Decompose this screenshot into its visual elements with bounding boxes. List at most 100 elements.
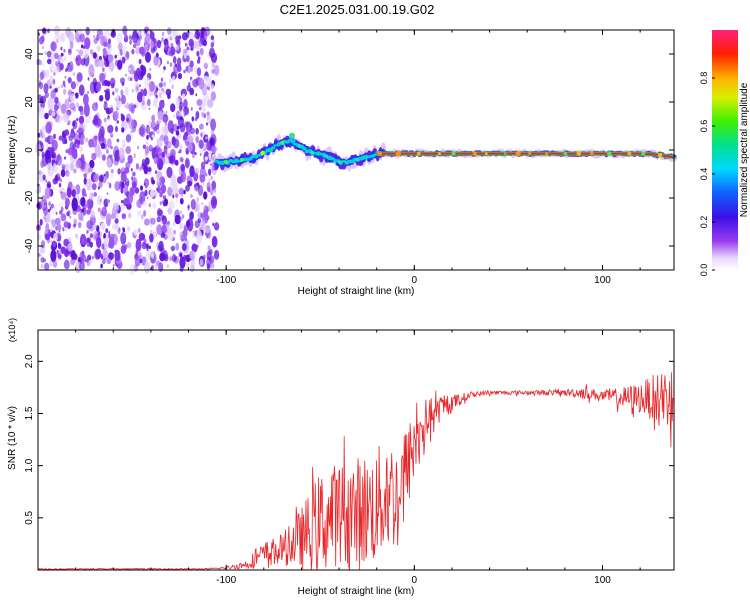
noise-blob — [181, 158, 184, 162]
colorbar: 0.0 0.2 0.4 0.6 0.8 Normalized spectral ampl… — [699, 30, 750, 276]
noise-blob — [44, 202, 46, 205]
snr-panel: -100 0 100 0.5 1.0 1.5 2.0 Height of straight … — [7, 318, 675, 597]
noise-blob — [177, 65, 182, 72]
noise-blob — [104, 123, 109, 129]
noise-blob — [108, 38, 111, 44]
noise-blob — [144, 189, 148, 197]
noise-blob — [60, 206, 64, 212]
noise-blob — [40, 263, 44, 269]
noise-blob — [170, 245, 176, 252]
noise-blob — [86, 229, 89, 233]
noise-blob — [110, 213, 116, 220]
noise-blob — [212, 153, 215, 158]
noise-blob — [87, 167, 93, 173]
noise-blob — [49, 260, 54, 267]
noise-blob — [110, 33, 113, 36]
noise-blob — [83, 138, 86, 143]
noise-blob — [203, 62, 209, 69]
noise-blob — [102, 249, 109, 258]
noise-blob — [154, 263, 159, 269]
noise-blob — [199, 258, 204, 267]
noise-blob — [190, 199, 197, 210]
noise-blob — [163, 147, 168, 154]
ridge-peak-dot — [607, 151, 612, 156]
noise-blob — [175, 130, 180, 136]
noise-blob — [104, 100, 107, 105]
noise-blob — [127, 154, 133, 164]
noise-blob — [156, 137, 163, 149]
noise-blob — [133, 153, 136, 159]
colorbar-tick-label: 0.8 — [699, 72, 709, 85]
noise-blob — [93, 223, 97, 231]
noise-blob — [114, 218, 119, 224]
noise-blob — [150, 217, 156, 225]
noise-blob — [76, 80, 79, 87]
noise-blob — [186, 258, 190, 263]
noise-blob — [168, 141, 171, 148]
noise-blob — [78, 105, 84, 112]
noise-blob — [212, 180, 215, 183]
noise-blob — [141, 65, 147, 76]
colorbar-tick-label: 0.6 — [699, 120, 709, 133]
noise-blob — [174, 159, 179, 166]
noise-blob — [148, 80, 155, 92]
noise-blob — [44, 233, 51, 241]
noise-blob — [153, 55, 159, 66]
noise-blob — [188, 31, 194, 41]
noise-blob — [81, 44, 84, 49]
noise-blob — [145, 250, 152, 261]
snr-axes: -100 0 100 0.5 1.0 1.5 2.0 — [24, 330, 674, 586]
noise-blob — [125, 57, 128, 61]
noise-blob — [104, 29, 110, 39]
noise-blob — [155, 159, 159, 164]
noise-blob — [49, 232, 52, 237]
noise-blob — [190, 124, 193, 129]
noise-blob — [159, 176, 166, 185]
ridge-peak-dot — [528, 152, 532, 156]
noise-blob — [190, 264, 195, 273]
noise-blob — [94, 58, 100, 68]
noise-blob — [44, 262, 50, 271]
noise-blob — [86, 209, 91, 215]
noise-blob — [48, 112, 51, 116]
noise-blob — [139, 258, 143, 264]
noise-blob — [87, 77, 90, 81]
ridge-peak-dot — [224, 159, 229, 165]
noise-blob — [121, 127, 125, 133]
noise-blob — [47, 209, 51, 213]
noise-blob — [64, 197, 70, 208]
ridge-peak-dot — [504, 152, 507, 155]
noise-blob — [195, 136, 199, 144]
noise-blob — [203, 113, 207, 119]
noise-blob — [139, 254, 142, 259]
ridge-peak-dot — [545, 152, 549, 156]
noise-blob — [143, 164, 149, 175]
ridge-cyan — [290, 139, 296, 144]
noise-blob — [179, 112, 182, 117]
noise-blob — [45, 150, 51, 160]
noise-blob — [103, 232, 106, 239]
noise-blob — [60, 191, 63, 194]
noise-blob — [211, 168, 214, 172]
noise-blob — [182, 214, 185, 219]
noise-blob — [176, 125, 180, 130]
noise-blob — [178, 144, 183, 151]
y-tick-label: 1.5 — [24, 406, 35, 420]
ridge-peak-dot — [310, 151, 314, 155]
noise-blob — [160, 77, 163, 82]
noise-blob — [83, 103, 90, 117]
noise-blob — [89, 233, 94, 239]
noise-blob — [208, 178, 211, 183]
noise-blob — [72, 72, 76, 76]
noise-blob — [175, 242, 180, 251]
noise-blob — [182, 93, 186, 100]
colorbar-label: Normalized spectral amplitude — [739, 82, 750, 217]
colorbar-tick-label: 0.0 — [699, 264, 709, 277]
noise-blob — [124, 34, 128, 42]
ridge-peak-dot — [260, 150, 265, 156]
noise-blob — [71, 148, 78, 159]
noise-blob — [99, 199, 102, 203]
noise-blob — [143, 260, 150, 274]
noise-blob — [195, 128, 199, 135]
noise-blob — [50, 89, 56, 100]
